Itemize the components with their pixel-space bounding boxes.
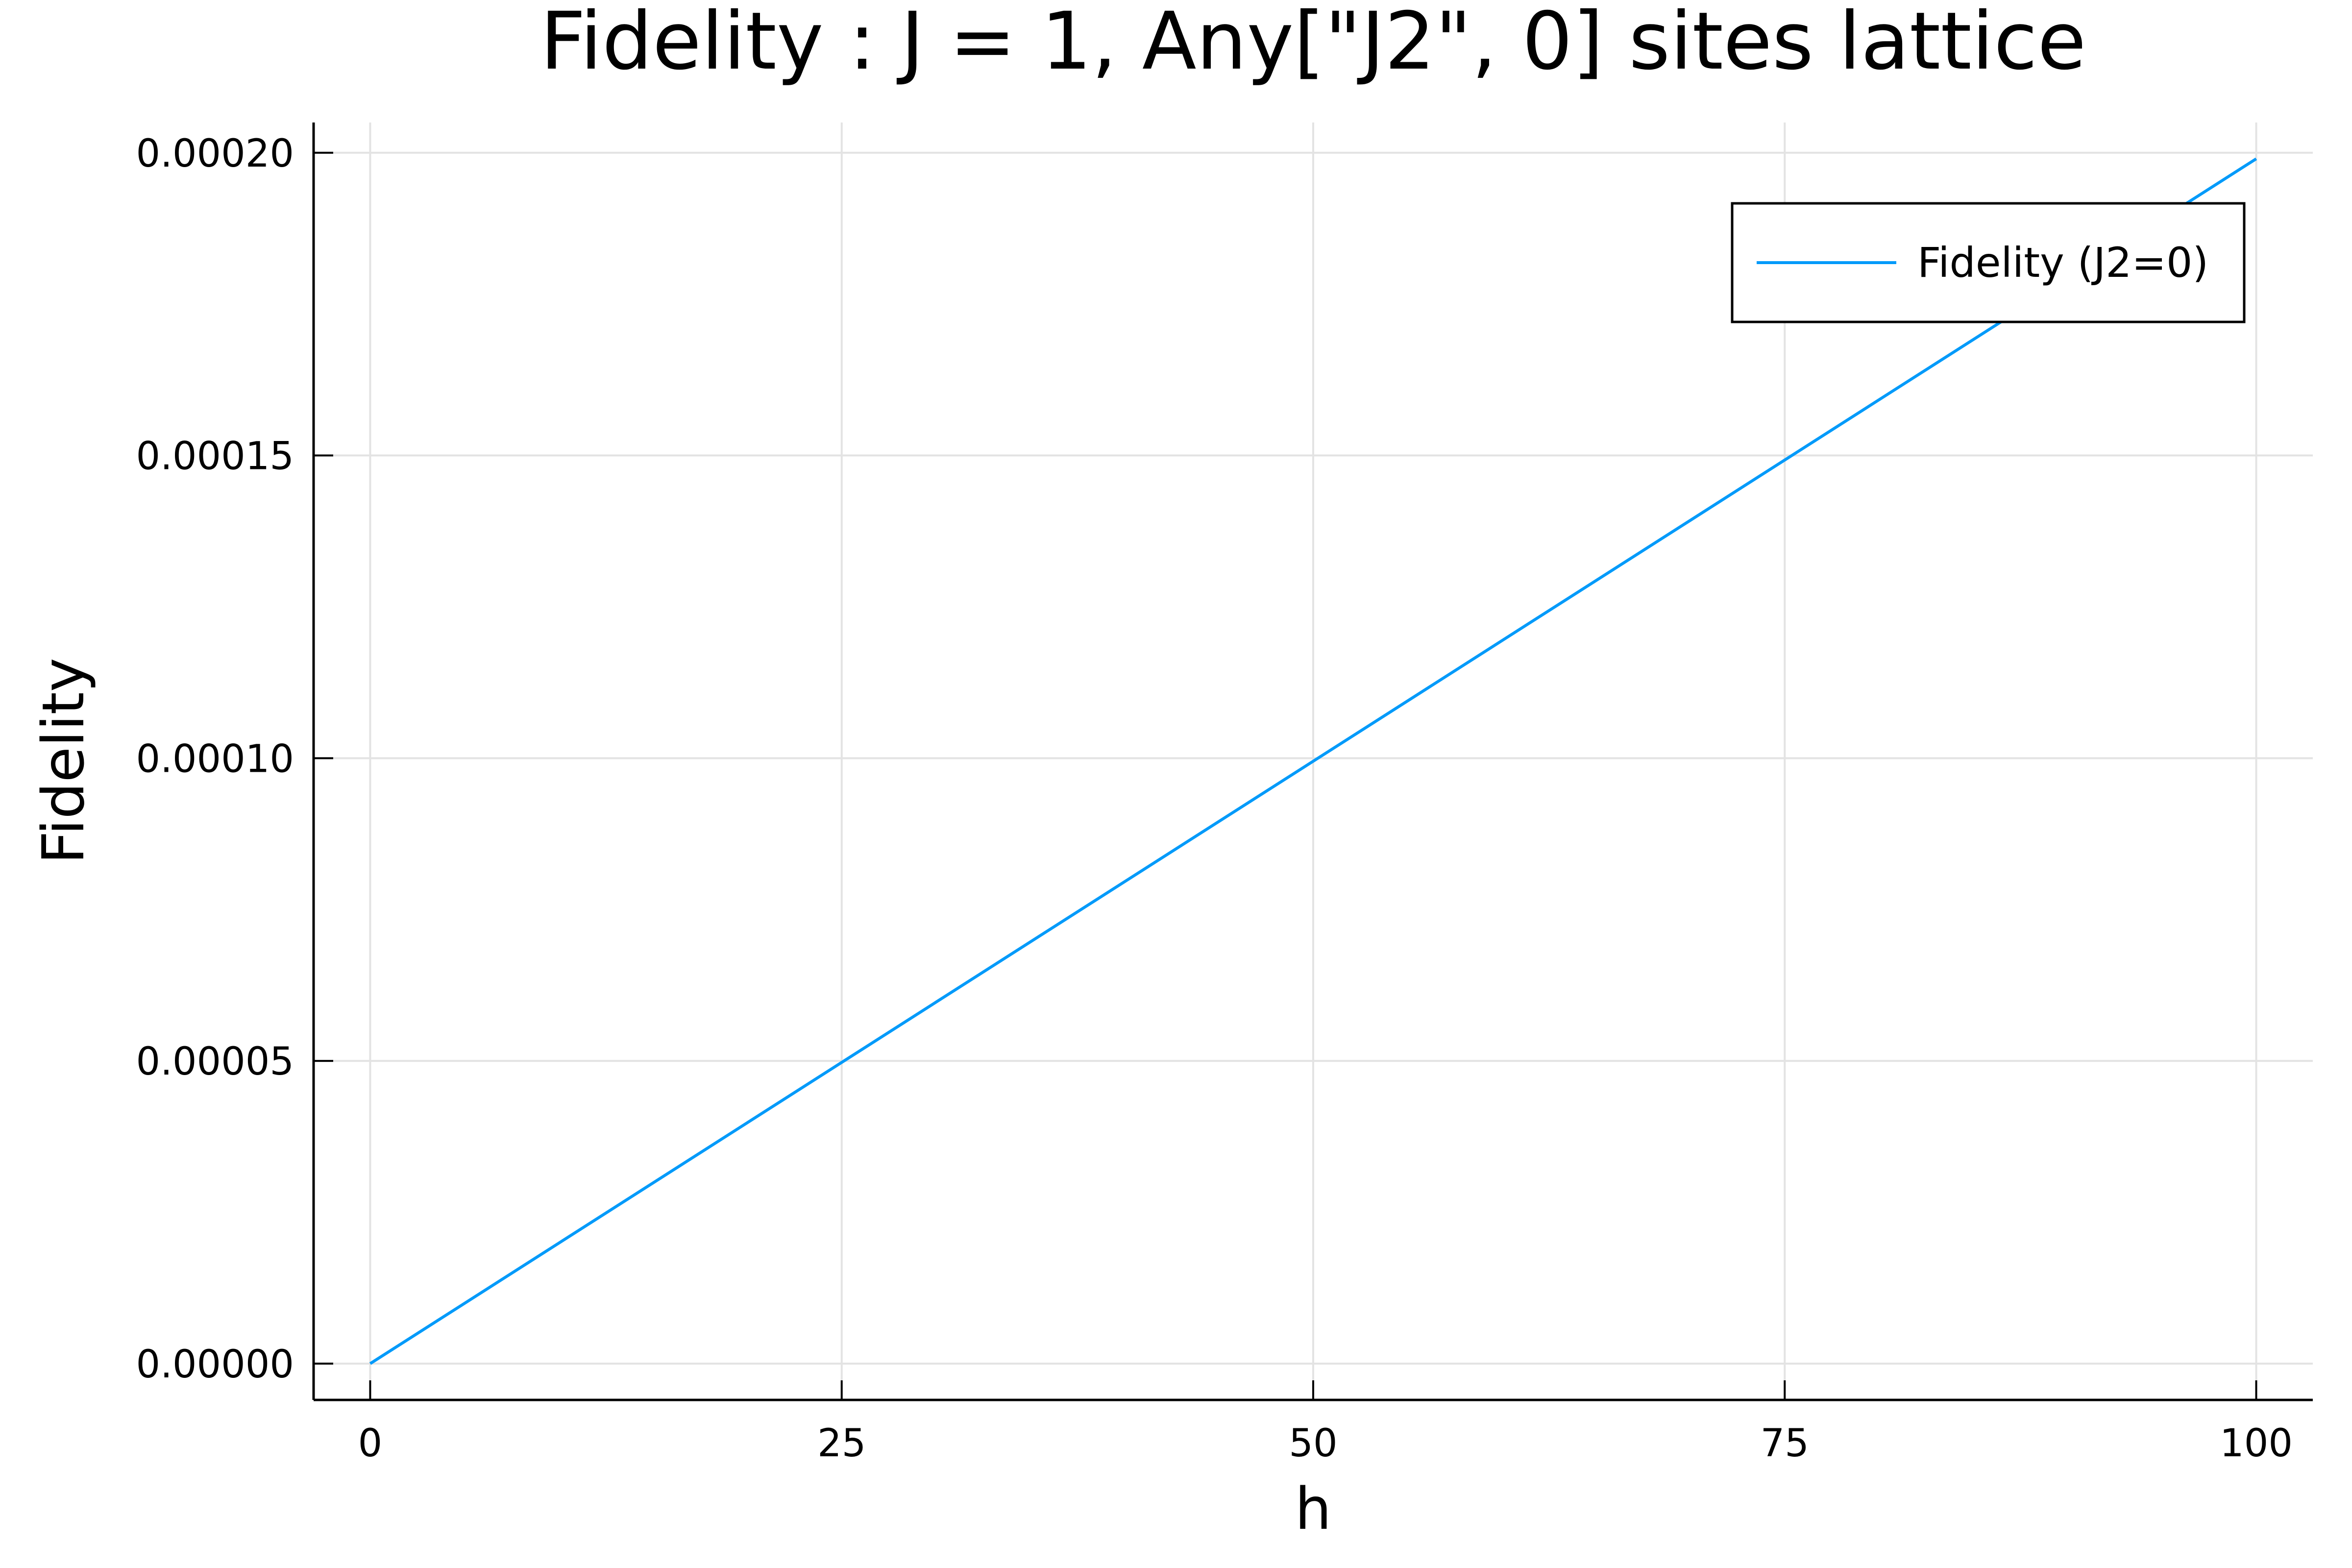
legend: Fidelity (J2=0) (1731, 202, 2246, 323)
chart-title: Fidelity : J = 1, Any["J2", 0] sites lat… (540, 0, 2086, 88)
y-tick-label: 0.00015 (136, 435, 294, 479)
legend-label: Fidelity (J2=0) (1917, 239, 2208, 287)
plot-series (369, 157, 2257, 1365)
x-tick-label: 50 (1289, 1421, 1337, 1466)
y-tick-label: 0.00000 (136, 1343, 294, 1387)
y-tick-label: 0.00010 (136, 737, 294, 781)
y-axis-label: Fidelity (29, 658, 97, 864)
y-tick-label: 0.00020 (136, 132, 294, 176)
x-tick-label: 75 (1761, 1421, 1809, 1466)
y-tick-label: 0.00005 (136, 1040, 294, 1084)
ticks: 0 25 50 75 100 0.00000 0.00005 0.00010 0.00015 0.… (136, 132, 2293, 1466)
series-line (369, 157, 2257, 1365)
x-tick-label: 25 (817, 1421, 866, 1466)
x-tick-label: 0 (358, 1421, 383, 1466)
x-tick-label: 100 (2220, 1421, 2293, 1466)
x-axis-label: h (1295, 1475, 1332, 1543)
